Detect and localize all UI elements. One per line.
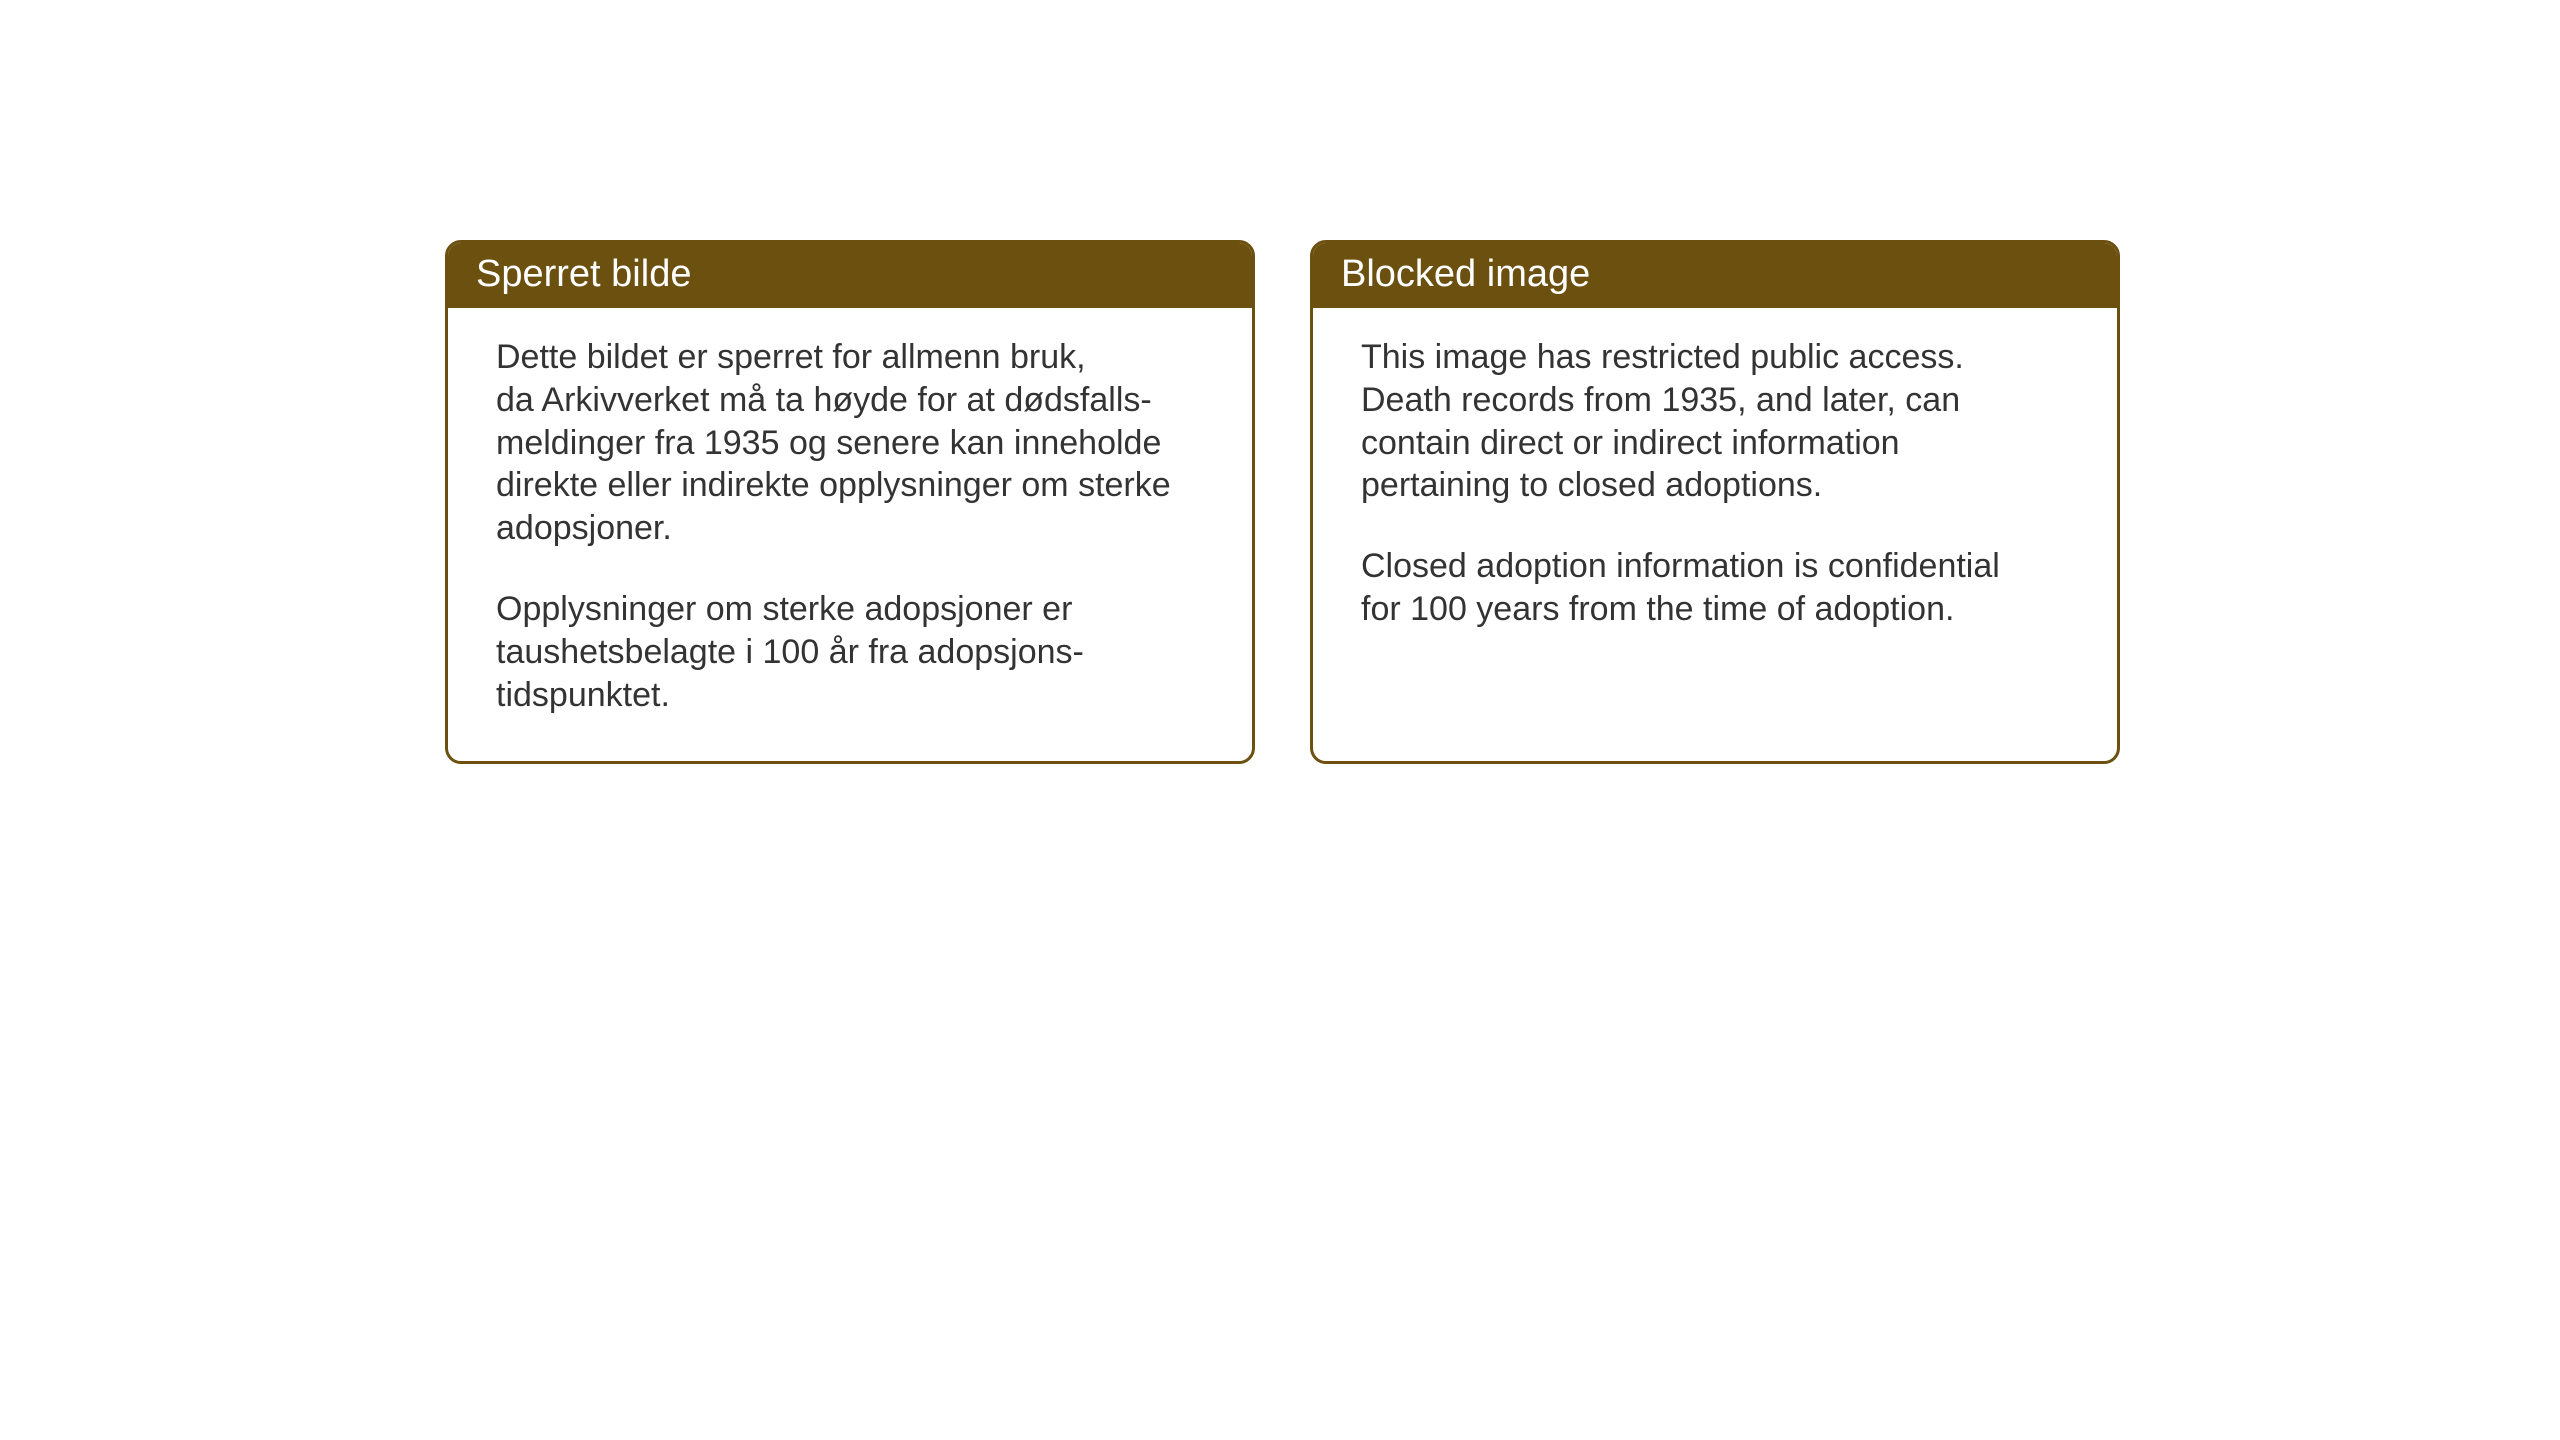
notice-text-line: pertaining to closed adoptions. xyxy=(1361,464,2069,507)
notice-header-english: Blocked image xyxy=(1313,243,2117,308)
notice-body-english: This image has restricted public access.… xyxy=(1313,308,2117,675)
notice-text-line: tidspunktet. xyxy=(496,674,1204,717)
notice-text-line: direkte eller indirekte opplysninger om … xyxy=(496,464,1204,507)
notice-body-norwegian: Dette bildet er sperret for allmenn bruk… xyxy=(448,308,1252,761)
notice-text-line: contain direct or indirect information xyxy=(1361,422,2069,465)
notice-paragraph: This image has restricted public access.… xyxy=(1361,336,2069,507)
notice-box-norwegian: Sperret bilde Dette bildet er sperret fo… xyxy=(445,240,1255,764)
notice-text-line: Closed adoption information is confident… xyxy=(1361,545,2069,588)
notice-text-line: Dette bildet er sperret for allmenn bruk… xyxy=(496,336,1204,379)
notice-text-line: meldinger fra 1935 og senere kan innehol… xyxy=(496,422,1204,465)
notice-header-norwegian: Sperret bilde xyxy=(448,243,1252,308)
notice-text-line: Opplysninger om sterke adopsjoner er xyxy=(496,588,1204,631)
notice-text-line: This image has restricted public access. xyxy=(1361,336,2069,379)
notice-text-line: adopsjoner. xyxy=(496,507,1204,550)
notice-paragraph: Closed adoption information is confident… xyxy=(1361,545,2069,631)
notice-text-line: Death records from 1935, and later, can xyxy=(1361,379,2069,422)
notice-container: Sperret bilde Dette bildet er sperret fo… xyxy=(445,240,2120,764)
notice-text-line: da Arkivverket må ta høyde for at dødsfa… xyxy=(496,379,1204,422)
notice-box-english: Blocked image This image has restricted … xyxy=(1310,240,2120,764)
notice-paragraph: Dette bildet er sperret for allmenn bruk… xyxy=(496,336,1204,550)
notice-text-line: taushetsbelagte i 100 år fra adopsjons- xyxy=(496,631,1204,674)
notice-text-line: for 100 years from the time of adoption. xyxy=(1361,588,2069,631)
notice-paragraph: Opplysninger om sterke adopsjoner er tau… xyxy=(496,588,1204,716)
